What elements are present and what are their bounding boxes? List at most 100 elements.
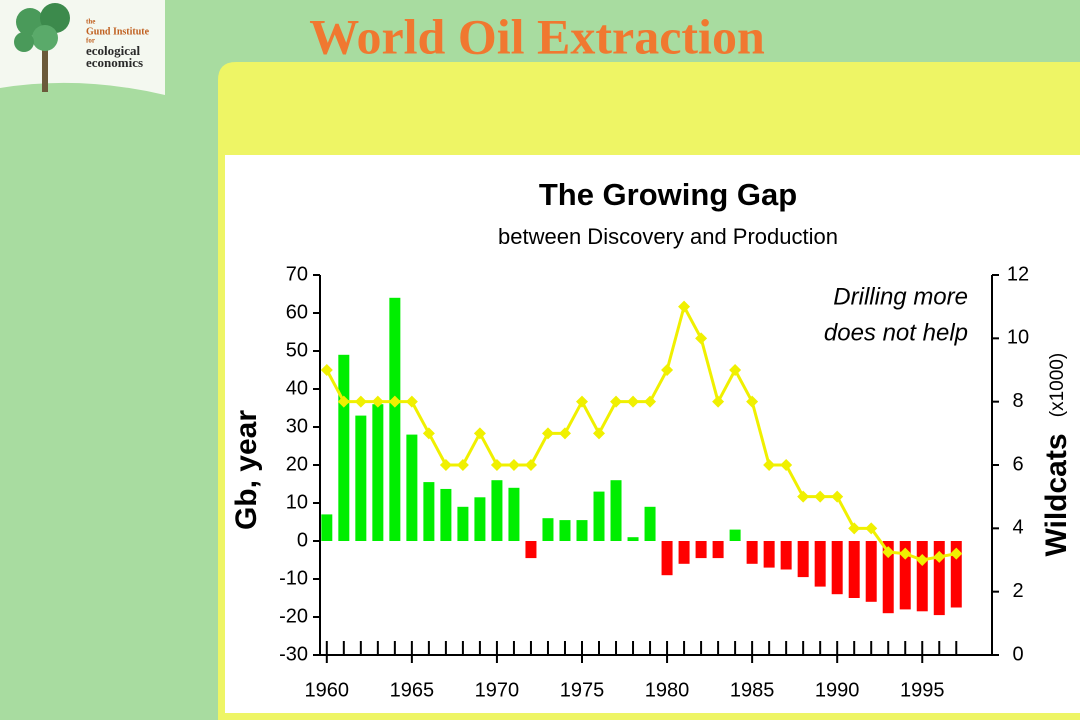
point [371,395,384,408]
point [507,459,520,471]
y-tick-label: 50 [286,339,308,361]
bar [338,354,350,541]
x-tick-label: 1985 [730,679,775,701]
point [575,395,588,408]
y-tick-label: -10 [279,567,308,589]
bar [933,541,945,616]
point [933,550,946,563]
point [865,522,878,535]
bar [814,541,826,587]
bar [780,541,792,570]
bar [406,434,418,541]
y-tick-label: 40 [286,377,308,399]
point [320,364,333,376]
bar [525,541,537,559]
point [337,395,350,408]
point [814,490,827,503]
point [780,459,793,471]
x-tick-label: 1970 [475,679,520,701]
point [541,427,554,440]
y2-tick-label: 12 [1007,263,1029,285]
bar [457,506,469,541]
bar [695,541,707,559]
point [797,490,810,503]
point [558,427,571,440]
point [712,395,725,408]
y-tick-label: 70 [286,263,308,285]
x-tick-label: 1980 [645,679,690,701]
point [729,364,742,376]
point [524,459,537,471]
y2-tick-label: 6 [1012,453,1023,475]
bar [678,541,690,564]
x-tick-label: 1960 [305,679,350,701]
point [950,547,963,560]
bar [746,541,758,564]
point [746,395,759,408]
bar [848,541,860,598]
x-tick-label: 1965 [390,679,435,701]
point [848,522,861,535]
bar [559,520,571,541]
point [610,395,623,408]
bar [389,297,401,541]
bar [508,487,520,541]
bar [321,514,333,541]
bar [916,541,928,612]
y-tick-label: 30 [286,415,308,437]
chart-title: The Growing Gap [539,177,797,212]
bar [440,488,452,541]
y-tick-label: 20 [286,453,308,475]
point [422,427,435,440]
point [882,546,895,559]
point [354,395,367,408]
annotation: Drilling more [833,283,968,310]
y-axis-label: Gb, year [230,410,263,530]
logo-line: ecological [86,43,141,58]
line [325,302,957,562]
bar [474,497,486,541]
annotation: does not help [824,319,968,346]
point [831,490,844,503]
point [678,300,691,313]
chart-subtitle: between Discovery and Production [498,224,838,249]
bar [372,404,384,541]
point [916,554,929,566]
slide-title: World Oil Extraction [309,8,765,64]
y2-tick-label: 4 [1012,517,1023,539]
y-tick-label: -20 [279,605,308,627]
bar [644,506,656,541]
point [456,459,469,471]
y-tick-label: -30 [279,643,308,665]
logo-line: Gund Institute [86,26,150,37]
x-tick-label: 1990 [815,679,860,701]
x-tick-label: 1995 [900,679,945,701]
bar [491,480,503,541]
bar [610,480,622,541]
logo-line: for [86,37,95,45]
bar [423,482,435,541]
y2-axis-unit: (x1000) [1047,353,1068,417]
bar [797,541,809,578]
bar [950,541,962,608]
logo-tree [14,3,70,92]
point [388,395,401,408]
x-tick-label: 1975 [560,679,605,701]
point [490,459,503,471]
chart-background [225,155,1080,713]
point [661,364,674,376]
bar [729,529,741,541]
point [439,459,452,471]
y2-tick-label: 8 [1012,390,1023,412]
bar [355,415,367,541]
y-tick-label: 0 [297,529,308,551]
bar [899,541,911,610]
logo-text: the Gund Institute for ecological econom… [86,18,150,70]
point [593,427,606,440]
bar [865,541,877,602]
bar [593,491,605,541]
logo-line: the [86,18,95,26]
bar [882,541,894,614]
